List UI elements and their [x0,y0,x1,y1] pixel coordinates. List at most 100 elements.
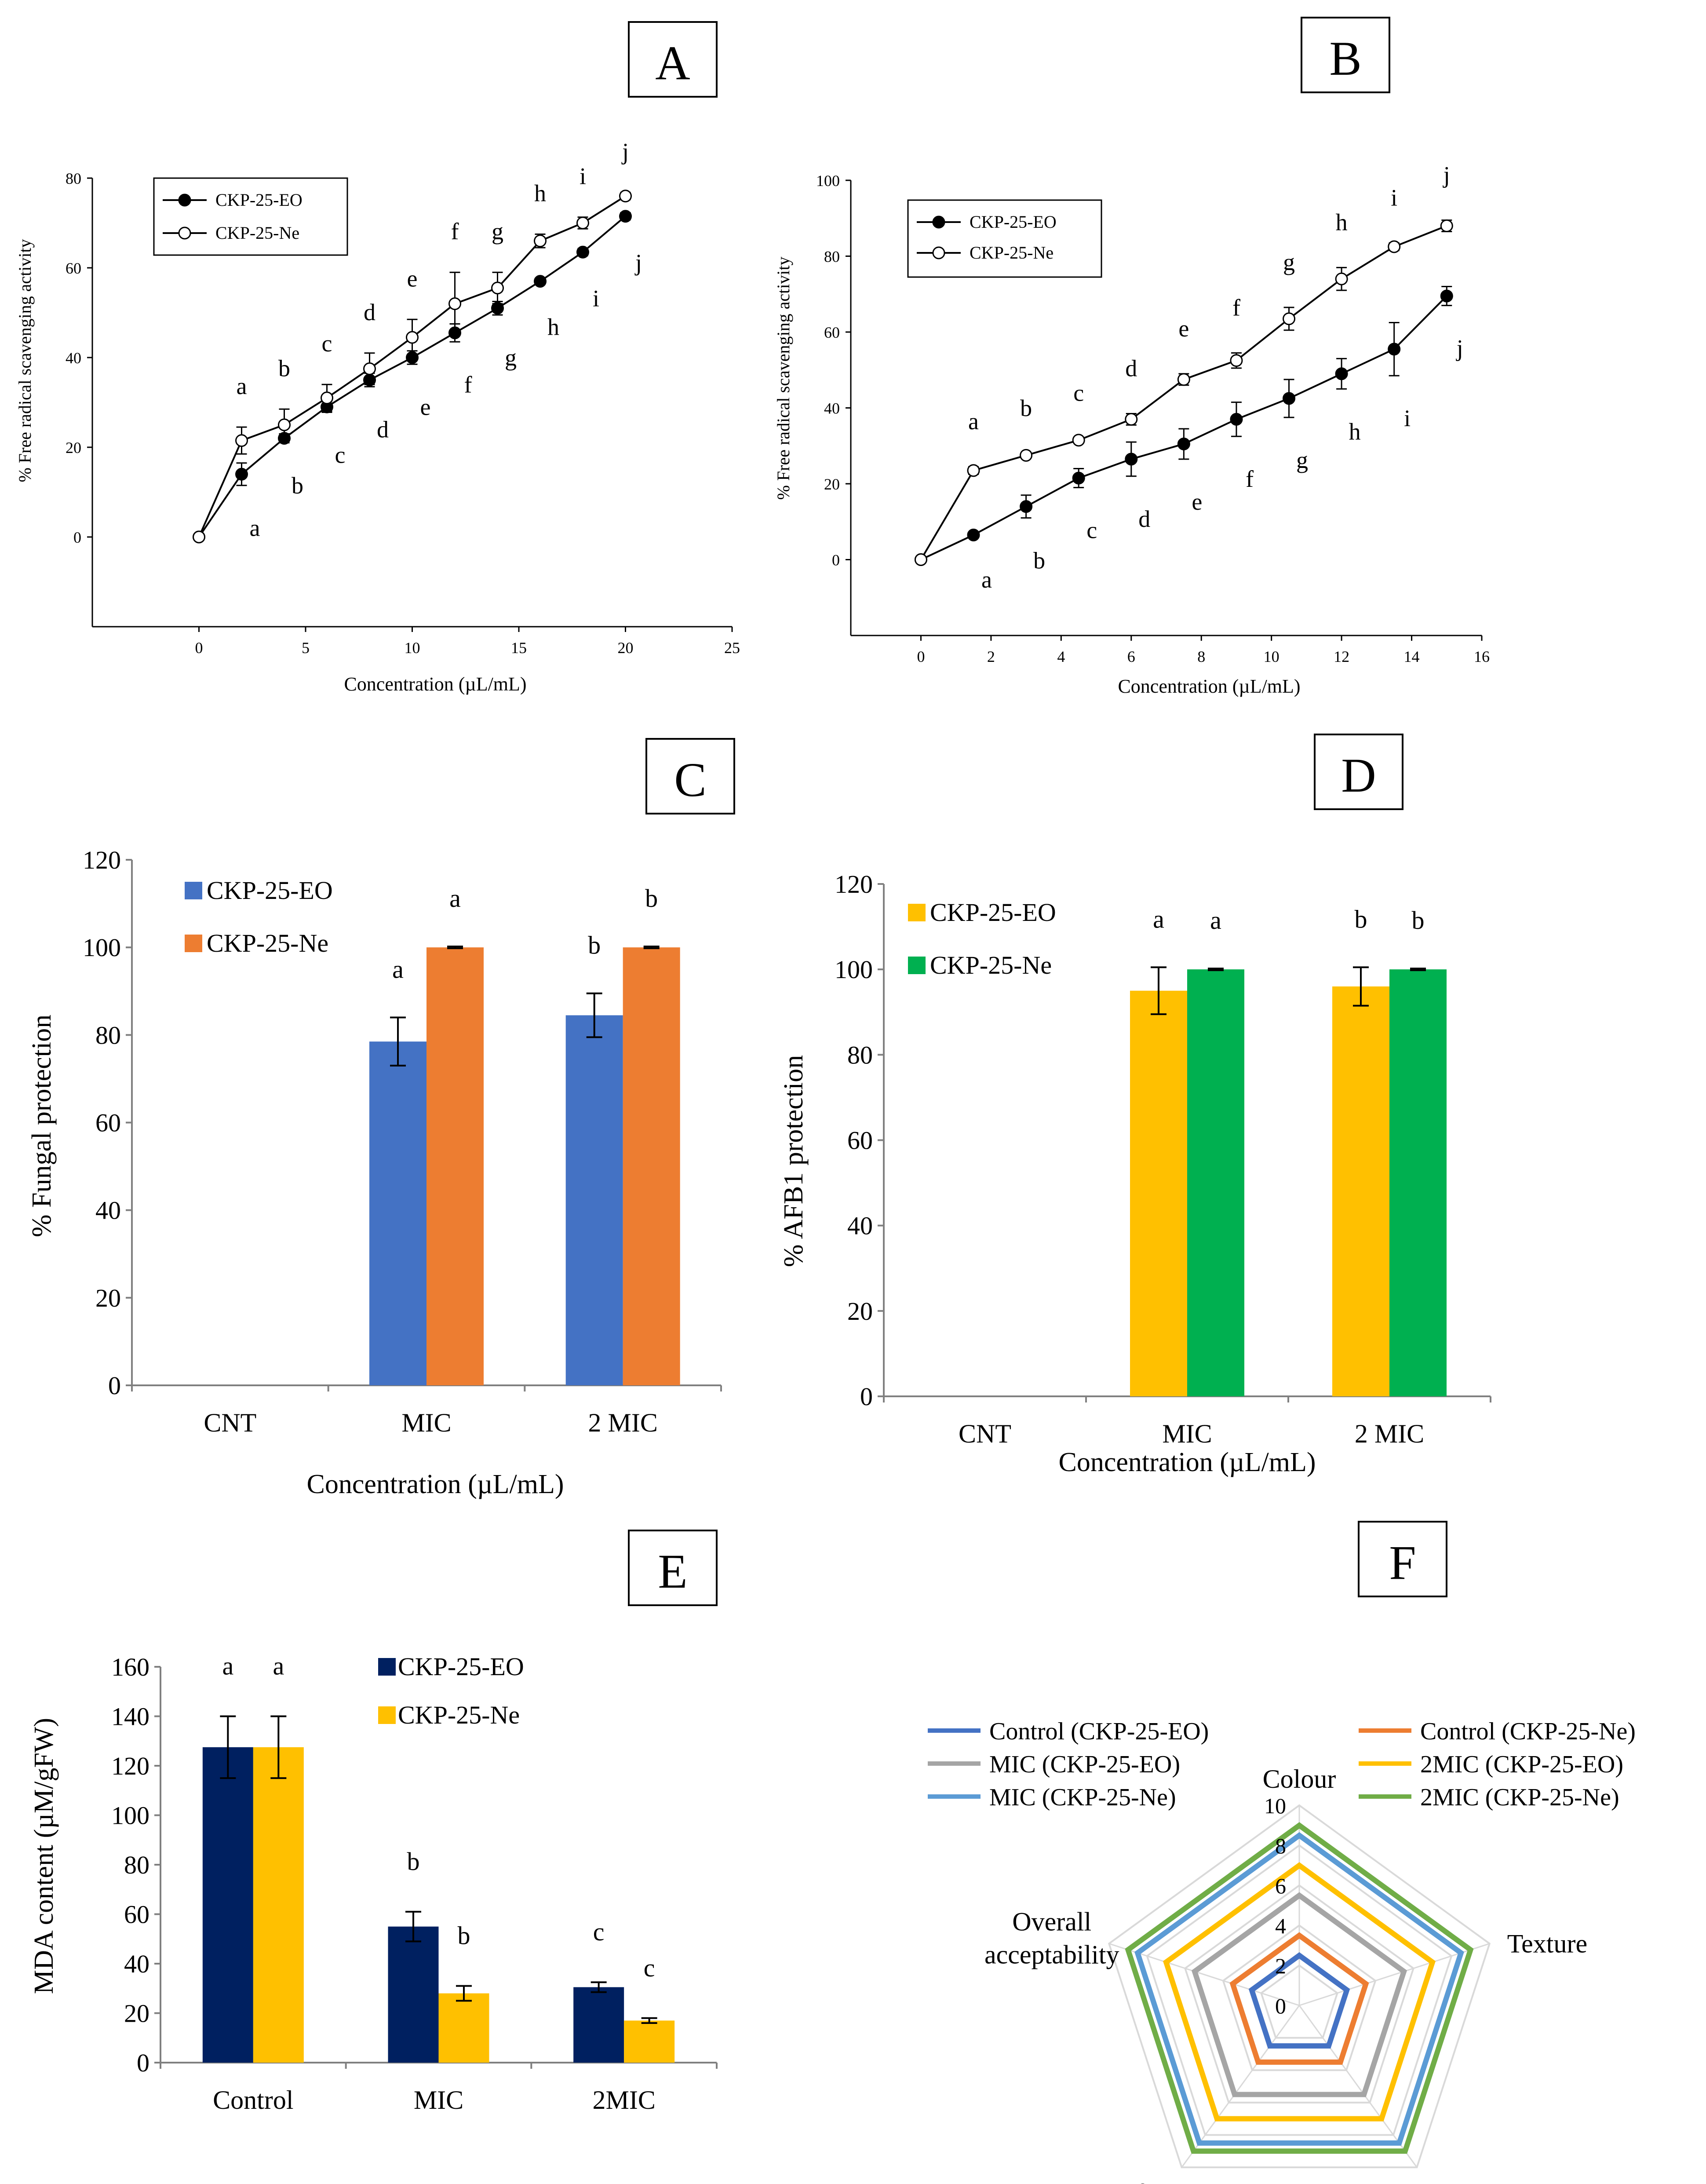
chart-b-significance-label: d [1125,355,1137,381]
chart-e-significance-label: a [273,1652,284,1680]
chart-a-point [278,418,291,431]
chart-e-y-tick-label: 120 [111,1752,149,1780]
chart-a-point [406,331,419,344]
chart-a-significance-label: c [322,330,332,357]
legend-d-label-eo: CKP-25-EO [930,898,1056,927]
chart-b-x-tick-label: 0 [917,648,925,665]
chart-d-bar [1332,986,1389,1396]
panel-label-a-text: A [655,36,690,90]
legend-f-label: 2MIC (CKP-25-Ne) [1420,1784,1619,1811]
chart-c: Concentration (µL/mL) % Fungal protectio… [27,846,722,1499]
chart-b: Concentration (µL/mL) % Free radical sca… [773,162,1490,697]
chart-a-significance-label: f [451,218,459,245]
chart-e-category-label: MIC [414,2085,463,2115]
chart-e: MDA content (µM/gFW) CKP-25-EO CKP-25-Ne… [29,1652,718,2115]
chart-e-y-tick-label: 40 [124,1950,149,1978]
panel-label-b-text: B [1329,32,1361,85]
chart-b-point [1177,437,1190,450]
chart-a-x-tick-label: 20 [618,639,634,657]
legend-b-label-eo: CKP-25-EO [970,212,1057,232]
chart-a-point [193,530,205,544]
radar-f-series [1134,1832,1464,2146]
legend-e-label-eo: CKP-25-EO [398,1652,524,1681]
radar-f-gridline [1222,1924,1377,2071]
chart-a-xlabel: Concentration (µL/mL) [344,673,526,695]
legend-b-marker-eo [932,215,945,229]
chart-e-category-label: 2MIC [592,2085,655,2115]
panel-label-c: C [645,738,735,814]
chart-a-significance-label: c [335,442,346,468]
chart-b-y-tick-label: 100 [816,172,840,190]
chart-a-point [448,297,461,310]
legend-b-marker-ne [932,246,945,259]
panel-label-a: A [628,21,718,98]
legend-f-label: Control (CKP-25-EO) [989,1718,1209,1745]
chart-b-point [1020,449,1033,462]
chart-a-significance-label: d [377,416,389,442]
legend-e-swatch-ne [378,1706,396,1724]
chart-b-point [1125,453,1138,466]
chart-e-significance-label: b [458,1921,470,1950]
panel-label-c-text: C [674,753,706,807]
chart-e-category-label: Control [213,2085,293,2115]
chart-c-category-label: MIC [401,1408,451,1437]
chart-a-point [534,275,547,288]
chart-b-significance-label: c [1086,517,1097,544]
chart-b-significance-label: b [1033,548,1045,574]
chart-a-y-tick-label: 40 [66,349,81,367]
chart-a: Concentration (µL/mL) % Free radical sca… [15,139,740,695]
chart-d-category-label: MIC [1162,1419,1212,1448]
chart-a-significance-label: e [420,394,431,420]
legend-c-swatch-ne [185,935,202,952]
chart-c-y-tick-label: 80 [95,1021,121,1049]
radar-f-axis-label: Texture [1507,1929,1587,1958]
chart-c-ylabel: % Fungal protection [27,1015,57,1237]
radar-f-axis-label: Mouthfell [1065,2179,1171,2184]
chart-a-x-tick-label: 0 [195,639,203,657]
chart-c-significance-label: b [645,884,658,913]
chart-b-significance-label: i [1404,405,1411,431]
chart-d-y-tick-label: 120 [835,870,873,898]
radar-f-tick-label: 0 [1275,1994,1286,2018]
chart-b-x-tick-label: 6 [1127,648,1135,665]
chart-d-y-tick-label: 0 [860,1382,873,1411]
chart-b-point [1335,367,1348,380]
chart-b-y-tick-label: 40 [824,400,840,417]
chart-b-point [1177,373,1190,386]
chart-b-point [1335,272,1348,285]
chart-e-ylabel: MDA content (µM/gFW) [29,1718,59,1994]
chart-b-significance-label: d [1138,506,1150,532]
chart-b-significance-label: c [1073,380,1084,406]
chart-a-x-tick-label: 25 [724,639,740,657]
chart-c-bar [565,1015,623,1385]
chart-b-significance-label: a [981,566,992,593]
chart-a-significance-label: a [237,373,247,399]
chart-b-point [1388,343,1401,356]
chart-e-bar [624,2020,675,2063]
radar-f-axis-label: Colour [1263,1764,1336,1793]
radar-f-gridline [1260,1964,1338,2039]
chart-b-legend: CKP-25-EO CKP-25-Ne [907,199,1102,278]
chart-b-x-tick-label: 8 [1197,648,1205,665]
chart-d-y-tick-label: 100 [835,955,873,984]
legend-a-marker-ne [178,226,191,240]
chart-a-significance-label: j [634,249,642,276]
chart-a-point [534,234,547,248]
radar-f-axis-label: Flavour [1428,2179,1510,2184]
panel-label-d-text: D [1341,749,1376,802]
panel-label-d: D [1314,734,1403,810]
chart-d-significance-label: a [1153,905,1164,933]
chart-b-significance-label: h [1349,418,1361,445]
chart-a-point [576,216,589,230]
legend-a-label-eo: CKP-25-EO [215,190,303,210]
chart-e-y-tick-label: 80 [124,1851,149,1879]
chart-b-y-tick-label: 0 [832,551,840,569]
legend-b-label-ne: CKP-25-Ne [970,243,1053,263]
radar-f-spoke [1299,1943,1490,2006]
chart-d-significance-label: b [1355,905,1367,933]
chart-a-significance-label: a [250,515,260,541]
radar-f-gridline [1146,1844,1453,2136]
legend-a-marker-eo [178,194,191,207]
chart-c-bar [426,947,484,1385]
